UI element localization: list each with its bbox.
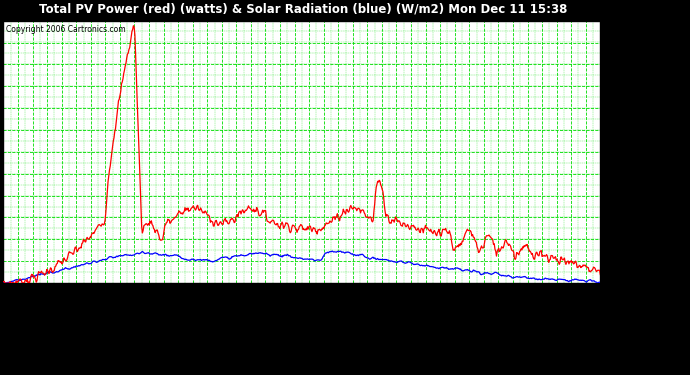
Text: Total PV Power (red) (watts) & Solar Radiation (blue) (W/m2) Mon Dec 11 15:38: Total PV Power (red) (watts) & Solar Rad… <box>39 3 568 16</box>
Text: Copyright 2006 Cartronics.com: Copyright 2006 Cartronics.com <box>6 25 126 34</box>
